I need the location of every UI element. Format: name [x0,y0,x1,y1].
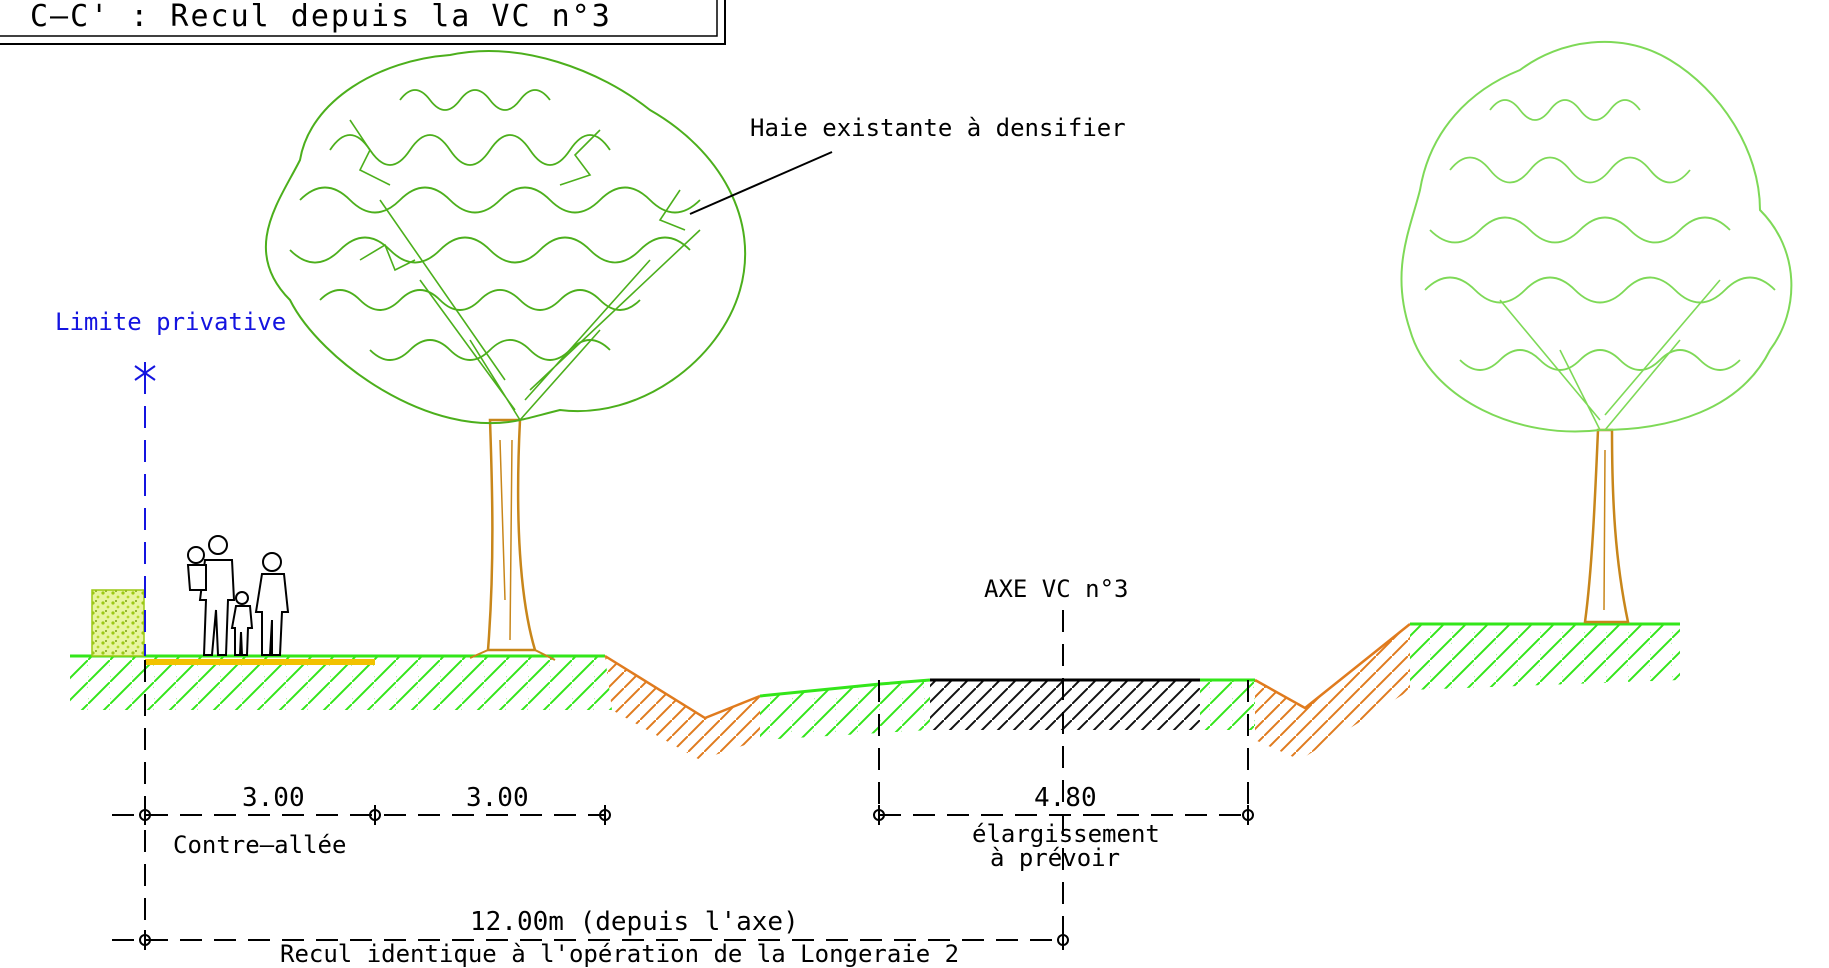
dimension-row-2 [112,930,1069,950]
pedestrians-icon [186,535,290,656]
dimension-row-1 [112,805,1254,825]
ditch-right [1254,623,1411,760]
elargissement-label: élargissement [972,820,1160,848]
limite-privative: Limite privative [55,308,286,656]
tree-right-icon [1400,40,1793,624]
walk-path [145,659,375,665]
drawing-title: C–C' : Recul depuis la VC n°3 [30,0,612,34]
ditch-left [604,654,761,760]
hedge-block [91,589,145,657]
verge-left [759,678,931,740]
recul-label: Recul identique à l'opération de la Long… [280,940,959,968]
a-prevoir-label: à prévoir [990,844,1120,872]
haie-label: Haie existante à densifier [750,114,1126,142]
axe-label: AXE VC n°3 [984,575,1129,603]
ground-right [1410,622,1680,690]
limite-label: Limite privative [55,308,286,336]
ground-left [70,654,612,710]
contre-allee-label: Contre–allée [173,831,346,859]
total-dimension: 12.00m (depuis l'axe) [470,907,799,937]
dim-road: 4.80 [1034,783,1097,813]
tree-existing-hedge-icon [264,50,747,661]
road-section [930,678,1200,730]
haie-leader [689,151,833,215]
title-box: C–C' : Recul depuis la VC n°3 [0,0,726,45]
verge-right [1200,678,1255,730]
dim-seg2: 3.00 [466,783,529,813]
dim-seg1: 3.00 [242,783,305,813]
